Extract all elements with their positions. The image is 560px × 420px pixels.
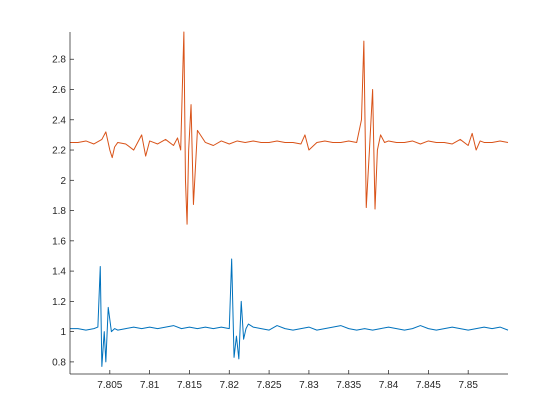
x-tick-label: 7.84 — [379, 380, 399, 391]
x-tick-label: 7.85 — [458, 380, 478, 391]
plot-background — [70, 32, 508, 374]
x-tick-label: 7.83 — [299, 380, 319, 391]
y-tick-label: 2.8 — [52, 55, 66, 66]
y-tick-label: 1.4 — [52, 267, 66, 278]
series-line-0 — [70, 31, 509, 225]
x-tick-label: 7.835 — [336, 380, 361, 391]
y-tick-label: 0.8 — [52, 357, 66, 368]
axes-layer — [69, 32, 508, 375]
x-tick-label: 7.81 — [140, 380, 160, 391]
x-tick-label: 7.845 — [416, 380, 441, 391]
x-tick-label: 7.805 — [97, 380, 122, 391]
y-tick-label: 2.2 — [52, 146, 66, 157]
x-tick-label: 7.815 — [177, 380, 202, 391]
x-tick-label: 7.82 — [220, 380, 240, 391]
y-tick-label: 2.6 — [52, 85, 66, 96]
y-tick-label: 1 — [60, 327, 66, 338]
y-tick-label: 2 — [60, 176, 66, 187]
y-tick-label: 2.4 — [52, 115, 66, 126]
x-tick-label: 7.825 — [257, 380, 282, 391]
x-ticks: 7.805 7.81 7.815 7.82 7.825 7.83 7.835 7.84 7.84… — [97, 370, 478, 391]
series-line-1 — [70, 258, 509, 367]
series-layer — [70, 31, 509, 367]
y-tick-label: 1.8 — [52, 206, 66, 217]
y-ticks: 0.8 1 1.2 1.4 1.6 1.8 2 2.2 2.4 2.6 2.8 — [52, 55, 74, 368]
y-tick-label: 1.6 — [52, 236, 66, 247]
y-tick-label: 1.2 — [52, 297, 66, 308]
